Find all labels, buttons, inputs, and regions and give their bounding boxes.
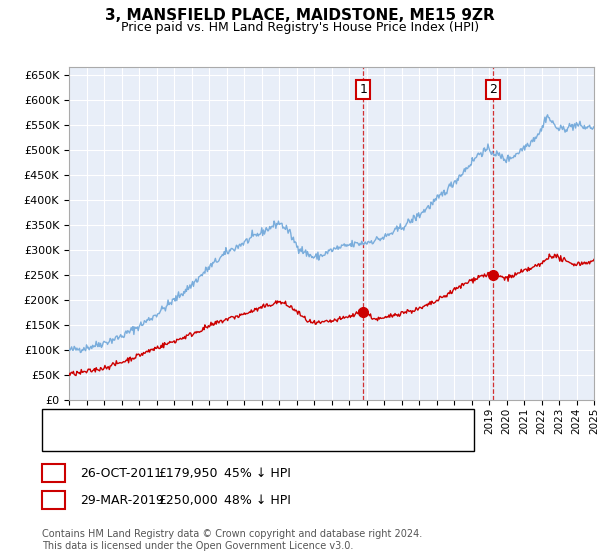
Text: 3, MANSFIELD PLACE, MAIDSTONE, ME15 9ZR (detached house): 3, MANSFIELD PLACE, MAIDSTONE, ME15 9ZR … bbox=[86, 416, 442, 426]
Text: Price paid vs. HM Land Registry's House Price Index (HPI): Price paid vs. HM Land Registry's House … bbox=[121, 21, 479, 34]
Text: 1: 1 bbox=[49, 466, 58, 480]
Text: 26-OCT-2011: 26-OCT-2011 bbox=[80, 466, 162, 480]
Text: £250,000: £250,000 bbox=[158, 493, 218, 507]
Text: Contains HM Land Registry data © Crown copyright and database right 2024.
This d: Contains HM Land Registry data © Crown c… bbox=[42, 529, 422, 551]
Text: HPI: Average price, detached house, Maidstone: HPI: Average price, detached house, Maid… bbox=[86, 435, 350, 445]
Text: ——: —— bbox=[53, 434, 78, 447]
Text: £179,950: £179,950 bbox=[158, 466, 217, 480]
Text: 1: 1 bbox=[359, 83, 367, 96]
Text: 48% ↓ HPI: 48% ↓ HPI bbox=[224, 493, 290, 507]
Text: 29-MAR-2019: 29-MAR-2019 bbox=[80, 493, 164, 507]
Text: 2: 2 bbox=[49, 493, 58, 507]
Text: 3, MANSFIELD PLACE, MAIDSTONE, ME15 9ZR: 3, MANSFIELD PLACE, MAIDSTONE, ME15 9ZR bbox=[105, 8, 495, 24]
Text: ——: —— bbox=[53, 414, 78, 427]
Text: 2: 2 bbox=[489, 83, 497, 96]
Text: 45% ↓ HPI: 45% ↓ HPI bbox=[224, 466, 290, 480]
